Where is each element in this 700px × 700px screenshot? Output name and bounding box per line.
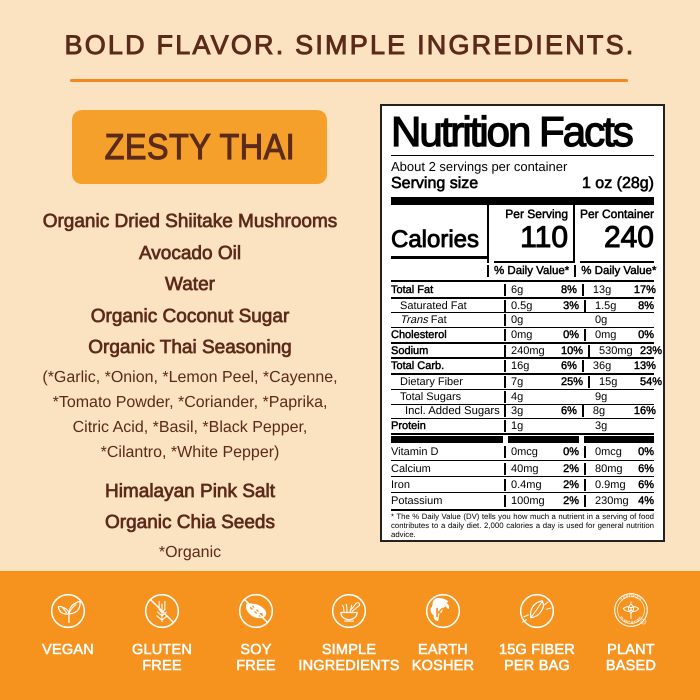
svg-text:R: R — [642, 620, 644, 623]
svg-text:K: K — [435, 605, 444, 619]
svg-text:CERTIFIED: CERTIFIED — [620, 594, 643, 602]
